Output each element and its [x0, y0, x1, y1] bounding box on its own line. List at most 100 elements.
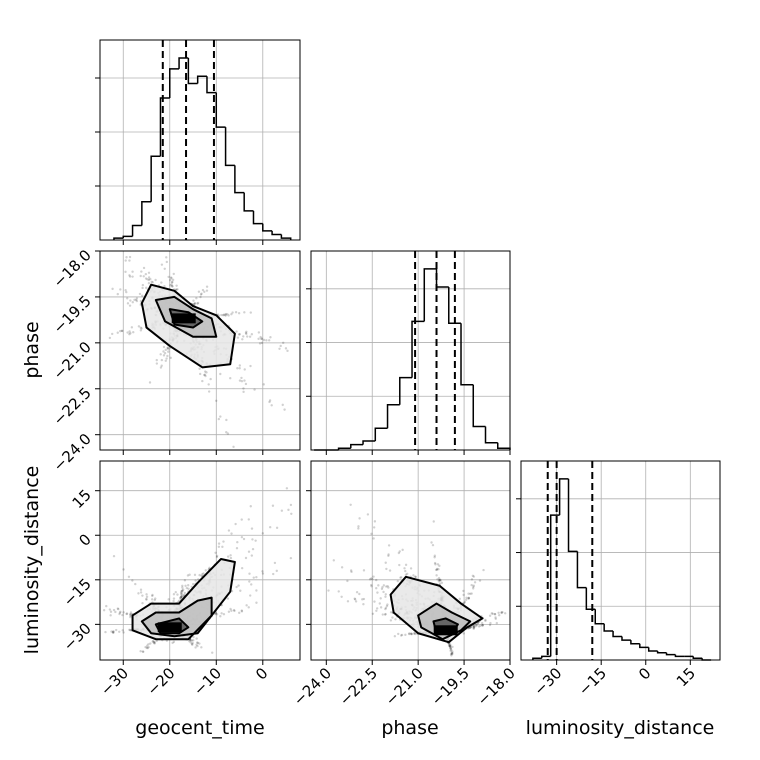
histogram-panel-geocent-time: [95, 39, 301, 245]
histogram-bin: [271, 230, 282, 236]
y-axis-label-luminosity-distance: luminosity_distance: [21, 466, 43, 655]
histogram-bin: [549, 514, 560, 657]
histogram-bin: [159, 97, 170, 157]
contour-line: [140, 283, 236, 369]
x-tick-label-geocent-time: −10: [190, 664, 225, 699]
histogram-bin: [435, 268, 449, 288]
histogram-bin: [187, 58, 198, 85]
density-peak: [157, 622, 182, 633]
histogram-bin: [122, 235, 133, 239]
histogram-bin: [131, 224, 142, 237]
y-tick-label-phase: −19.5: [50, 292, 95, 337]
histogram-bin: [386, 403, 400, 429]
histogram-bin: [362, 440, 376, 445]
scatter-area: [327, 503, 507, 657]
y-tick-label-phase: −21.0: [50, 338, 95, 383]
histogram-bin: [350, 443, 364, 449]
y-tick-label-luminosity-distance: 0: [75, 530, 94, 549]
histogram-bin: [460, 323, 474, 386]
histogram-bin: [541, 655, 551, 659]
panel-frame: [310, 250, 511, 451]
x-tick-label-phase: −21.0: [382, 664, 427, 709]
histogram-bin: [423, 268, 437, 322]
scatter-panel-geocent-time-vs-luminosity-distance: −30 −20 −10 0 −30 −15 0 15: [60, 460, 301, 699]
histogram-panel-luminosity-distance: −30 −15 0 15: [516, 460, 721, 699]
grid: [306, 251, 511, 455]
histogram-bin: [576, 551, 587, 589]
histogram-bin: [141, 201, 152, 226]
histogram-bin: [206, 76, 217, 94]
x-tick-label-phase: −22.5: [336, 664, 381, 709]
histogram-bin: [639, 643, 649, 649]
histogram-bin: [665, 652, 676, 656]
y-tick-label-luminosity-distance: −15: [60, 575, 95, 610]
panel-frame: [99, 39, 301, 241]
histogram-bin: [224, 127, 235, 167]
histogram-bin: [280, 234, 292, 240]
histogram-bin: [630, 640, 640, 645]
scatter-area: [108, 251, 289, 449]
x-tick-label-luminosity-distance: 15: [673, 664, 699, 690]
histogram-bin: [234, 165, 245, 194]
histogram-bin: [262, 223, 273, 232]
histogram-bin: [484, 426, 498, 444]
histogram-bin: [448, 287, 462, 324]
histogram-bin: [603, 623, 614, 632]
histogram-bin: [337, 447, 351, 450]
histogram-bin: [252, 210, 263, 225]
x-tick-label-phase: −19.5: [428, 664, 473, 709]
histogram-bin: [594, 609, 605, 625]
x-tick-label-phase: −24.0: [290, 664, 335, 709]
y-tick-label-phase: −22.5: [50, 384, 95, 429]
histogram-bin: [472, 384, 486, 428]
x-tick-label-luminosity-distance: −30: [530, 664, 565, 699]
histogram-bin: [567, 478, 578, 553]
x-tick-label-geocent-time: 0: [252, 664, 271, 683]
histogram-bin: [374, 427, 388, 441]
histogram-bin: [647, 647, 658, 652]
scatter-area: [102, 487, 293, 654]
scatter-panel-phase-vs-luminosity-distance: −24.0 −22.5 −21.0 −19.5 −18.0: [290, 460, 519, 709]
histogram-bin: [196, 75, 207, 84]
x-axis-label-luminosity-distance: luminosity_distance: [526, 717, 715, 739]
histogram-bin: [558, 478, 569, 516]
contour-line: [154, 617, 190, 635]
panel-frame: [99, 250, 301, 451]
contour-line: [131, 558, 236, 641]
panel-frame: [99, 460, 301, 661]
y-tick-label-luminosity-distance: 15: [69, 486, 95, 512]
grid: [95, 40, 300, 245]
contour-line: [389, 575, 484, 644]
density-peak: [171, 313, 196, 324]
contour-line: [140, 596, 213, 638]
histogram-bin: [656, 650, 667, 654]
grid: [516, 461, 720, 665]
histogram-bin: [692, 656, 703, 659]
histogram-panel-phase: [306, 250, 511, 455]
x-tick-label-luminosity-distance: 0: [635, 664, 654, 683]
x-axis-label-geocent-time: geocent_time: [135, 717, 264, 739]
histogram-bin: [674, 654, 685, 658]
y-axis-label-phase: phase: [21, 321, 43, 378]
axis-labels: geocent_time phase luminosity_distance p…: [21, 321, 714, 739]
y-tick-label-phase: −18.0: [50, 246, 95, 291]
histogram-bin: [243, 192, 254, 212]
contour-line: [432, 617, 459, 635]
x-tick-label-luminosity-distance: −15: [575, 664, 610, 699]
x-tick-label-geocent-time: −30: [97, 664, 132, 699]
x-tick-label-phase: −18.0: [474, 664, 519, 709]
histogram-bin: [399, 376, 413, 405]
x-axis-label-phase: phase: [381, 717, 438, 739]
panel-frame: [520, 460, 721, 661]
histogram-bin: [113, 237, 124, 240]
grid: [95, 461, 300, 665]
contour-line: [168, 308, 204, 329]
histogram-bin: [411, 320, 425, 378]
y-tick-label-luminosity-distance: −30: [60, 619, 95, 654]
y-tick-label-phase: −24.0: [50, 430, 95, 475]
grid: [306, 461, 511, 665]
contour-line: [417, 602, 472, 641]
density-peak: [433, 625, 458, 636]
panel-frame: [310, 460, 511, 661]
